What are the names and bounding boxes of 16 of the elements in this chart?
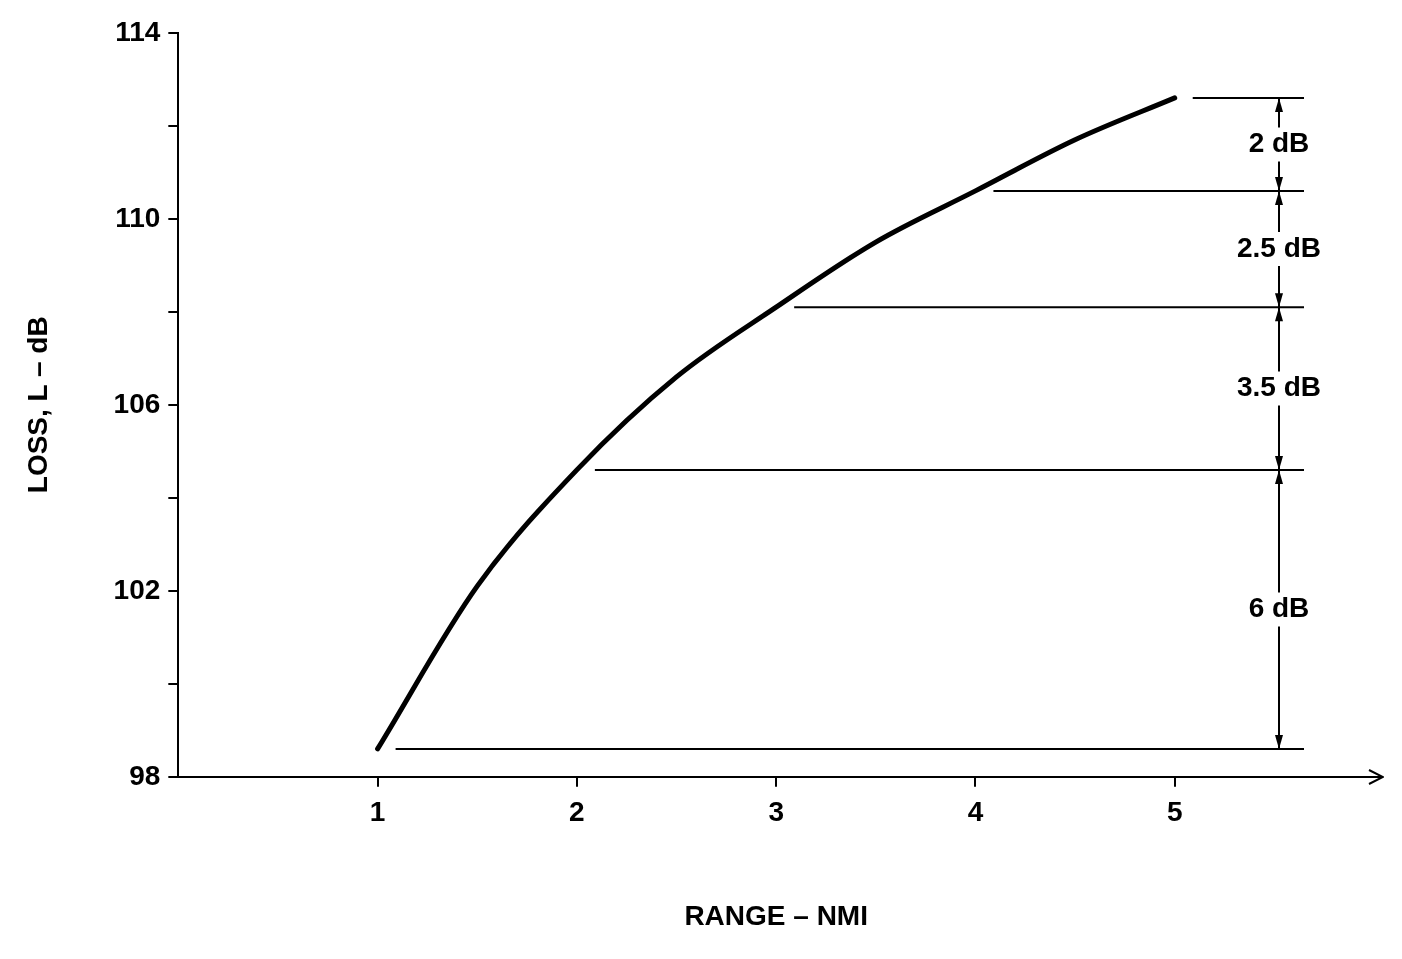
annotation: 2.5 dB: [1236, 231, 1322, 263]
y-tick-label: 98: [129, 759, 161, 791]
x-axis-title: RANGE – NMI: [684, 899, 868, 931]
y-tick-label: 102: [113, 573, 161, 605]
x-tick-label: 2: [569, 796, 585, 828]
y-tick-label: 106: [113, 387, 161, 419]
y-tick-label: 110: [115, 201, 161, 233]
annotation: 2 dB: [1248, 127, 1310, 159]
y-tick-label: 114: [115, 15, 161, 47]
x-tick-label: 1: [369, 796, 386, 828]
annotation: 3.5 dB: [1236, 371, 1322, 403]
x-tick-label: 4: [967, 796, 984, 828]
annotation: 6 dB: [1248, 592, 1310, 624]
y-axis-title: LOSS, L – dB: [21, 316, 53, 494]
x-tick-label: 5: [1166, 796, 1183, 828]
x-tick-label: 3: [768, 796, 784, 828]
